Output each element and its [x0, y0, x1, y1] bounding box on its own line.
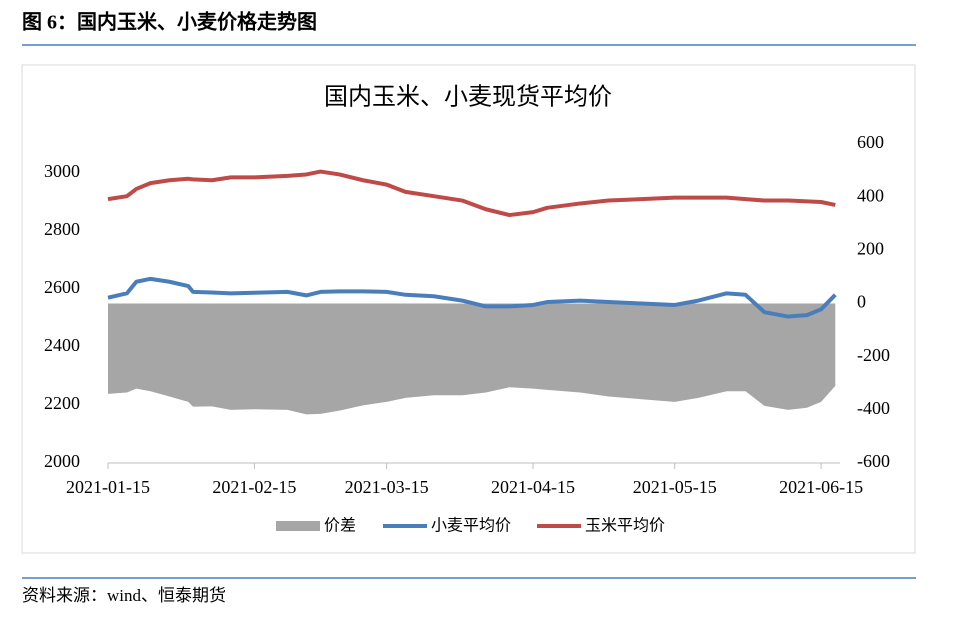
x-tick-label: 2021-05-15 — [633, 477, 717, 497]
legend-swatch — [276, 521, 320, 531]
y-tick-label: 2600 — [44, 277, 80, 297]
legend-label: 价差 — [324, 517, 356, 535]
source: 资料来源：wind、恒泰期货 — [22, 586, 226, 605]
x-tick-label: 2021-04-15 — [491, 477, 575, 497]
y-tick-label: 2000 — [44, 451, 80, 471]
price-line — [107, 169, 836, 218]
price-line — [107, 276, 837, 319]
diff-area — [108, 303, 836, 415]
x-tick-label: 2021-06-15 — [779, 477, 863, 497]
legend-label: 小麦平均价 — [431, 517, 511, 535]
x-tick-label: 2021-01-15 — [66, 477, 150, 497]
figure-title: 图 6：国内玉米、小麦价格走势图 — [22, 10, 317, 34]
y2-tick-label: -600 — [857, 451, 890, 471]
y2-tick-label: 0 — [857, 292, 866, 312]
y-tick-label: 2200 — [44, 393, 80, 413]
y-tick-label: 2800 — [44, 219, 80, 239]
y2-tick-label: -200 — [857, 345, 890, 365]
legend-label: 玉米平均价 — [585, 517, 665, 535]
y-tick-label: 3000 — [44, 161, 80, 181]
y2-tick-label: 400 — [857, 185, 884, 205]
y2-tick-label: 600 — [857, 132, 884, 152]
y2-tick-label: 200 — [857, 238, 884, 258]
chart-title: 国内玉米、小麦现货平均价 — [324, 84, 612, 111]
y-tick-label: 2400 — [44, 335, 80, 355]
x-tick-label: 2021-03-15 — [345, 477, 429, 497]
y2-tick-label: -400 — [857, 398, 890, 418]
x-tick-label: 2021-02-15 — [212, 477, 296, 497]
